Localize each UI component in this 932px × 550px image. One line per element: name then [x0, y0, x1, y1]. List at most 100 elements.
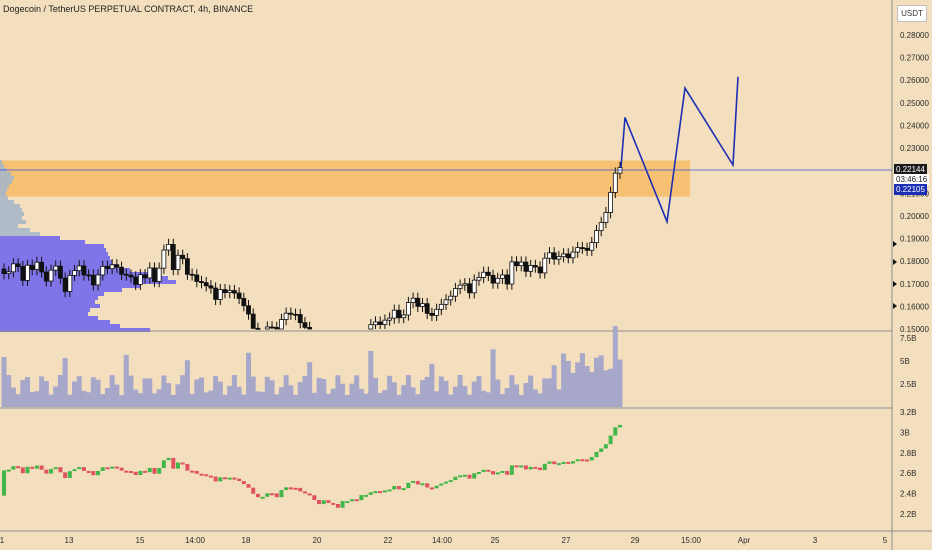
volume-bar	[189, 393, 195, 407]
indicator-bar-up	[599, 448, 604, 452]
price-axis-label: 0.26000	[900, 76, 929, 85]
indicator-bar-down	[251, 487, 256, 494]
candle-down	[222, 289, 228, 293]
volume-bar	[166, 383, 172, 407]
volume-bar	[405, 375, 411, 407]
candle-up	[518, 261, 524, 267]
indicator-bar-down	[241, 481, 246, 485]
indicator-bar-down	[415, 480, 420, 485]
price-axis-label: 0.28000	[900, 31, 929, 40]
volume-bar	[565, 360, 571, 407]
candle-up	[175, 254, 181, 270]
candle-up	[217, 289, 223, 300]
volume-bar	[222, 394, 228, 407]
indicator-bar-up	[519, 465, 524, 468]
candle-down	[86, 274, 92, 277]
time-axis[interactable]: 1 13 15 14:00 18 20 22 14:00 25 27 29 15:00 Apr 3 5	[0, 536, 888, 545]
volume-bar	[368, 350, 374, 407]
volume-bar	[53, 386, 59, 407]
candle-up	[457, 284, 463, 289]
indicator-bar-down	[39, 465, 44, 470]
indicator-bar-up	[589, 457, 594, 461]
candle-down	[184, 258, 190, 275]
indicator-bar-down	[128, 471, 133, 474]
price-axis-label: 0.25000	[900, 99, 929, 108]
volume-bar	[537, 393, 543, 407]
projection-path[interactable]	[620, 76, 739, 225]
candle-up	[570, 251, 576, 259]
candle-down	[241, 298, 247, 307]
currency-button[interactable]: USDT	[897, 5, 927, 22]
volume-bar	[471, 381, 477, 407]
volume-bar	[151, 393, 157, 407]
indicator-bar-up	[227, 477, 232, 480]
time-axis-label: Apr	[738, 536, 751, 545]
indicator-bar-up	[373, 491, 378, 494]
volume-bar	[452, 386, 458, 407]
indicator-bar-down	[288, 487, 293, 490]
volume-bar	[236, 386, 242, 407]
volume-bar	[617, 359, 623, 407]
candle-down	[293, 313, 298, 316]
candle-down	[307, 327, 313, 330]
volume-profile-bar	[0, 176, 14, 180]
candle-up	[100, 265, 106, 276]
indicator-bar-up	[509, 465, 514, 475]
candle-up	[594, 230, 599, 244]
volume-axis: 7.5B 5B 2.5B	[900, 334, 916, 389]
candle-down	[194, 274, 200, 282]
indicator-bar-up	[349, 499, 354, 502]
candle-down	[250, 313, 256, 329]
volume-bar	[76, 376, 82, 407]
volume-bar	[86, 392, 92, 407]
price-axis-label: 0.19000	[900, 235, 929, 244]
candle-up	[434, 308, 440, 316]
volume-bar	[128, 375, 134, 407]
indicator-bar-up	[561, 461, 566, 464]
candle-down	[114, 264, 120, 268]
volume-bar	[274, 394, 280, 407]
indicator-bar-up	[157, 468, 162, 474]
volume-bar	[377, 392, 383, 407]
candle-up	[11, 263, 16, 273]
volume-bar	[532, 389, 538, 407]
indicator-bar-up	[458, 475, 463, 478]
candle-up	[53, 265, 59, 271]
supply-zone[interactable]	[0, 160, 690, 197]
time-axis-label: 14:00	[185, 536, 206, 545]
indicator-bar-down	[190, 470, 195, 473]
indicator-axis-label: 3.2B	[900, 408, 916, 417]
volume-bar	[476, 376, 482, 407]
indicator-bar-up	[476, 472, 481, 475]
indicator-bar-up	[25, 466, 30, 474]
volume-bar	[170, 394, 176, 407]
volume-bar	[198, 377, 204, 407]
volume-bar	[57, 375, 63, 407]
volume-bar	[48, 394, 54, 407]
volume-bar	[15, 394, 21, 407]
volume-bar	[34, 391, 40, 407]
candle-up	[283, 312, 289, 320]
indicator-bar-down	[378, 491, 383, 494]
indicator-bar-down	[180, 462, 185, 465]
indicator-bar-up	[72, 469, 77, 472]
indicator-bar-down	[255, 493, 260, 498]
volume-axis-label: 2.5B	[900, 380, 916, 389]
indicator-bar-down	[533, 466, 538, 469]
time-axis-label: 27	[562, 536, 571, 545]
volume-bar	[358, 388, 364, 407]
volume-profile-bar	[0, 324, 120, 328]
indicator-bar-up	[575, 459, 580, 462]
chart-title: Dogecoin / TetherUS PERPETUAL CONTRACT, …	[3, 4, 254, 14]
candle-up	[476, 277, 482, 281]
indicator-bar-up	[110, 466, 115, 469]
volume-bar	[142, 378, 148, 407]
indicator-bar-down	[538, 467, 543, 471]
candle-up	[443, 299, 449, 305]
candle-down	[236, 292, 242, 299]
candle-down	[467, 283, 472, 294]
candle-down	[396, 309, 402, 319]
volume-bar	[396, 394, 402, 407]
candle-down	[551, 252, 557, 260]
